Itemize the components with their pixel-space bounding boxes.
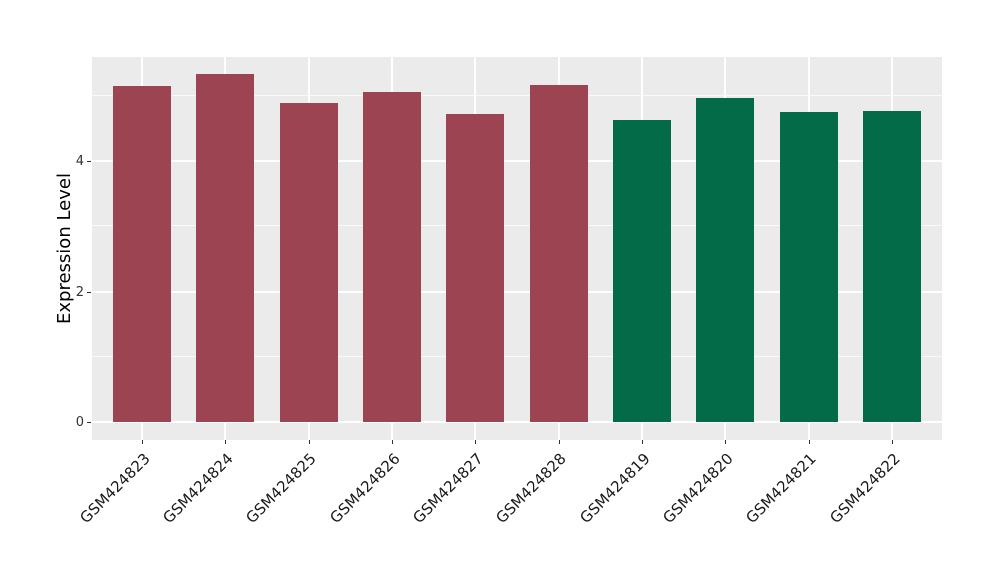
- x-tick-mark: [725, 440, 727, 444]
- x-tick-mark: [808, 440, 810, 444]
- x-tick-label-GSM424820: GSM424820: [659, 449, 737, 527]
- y-tick-label: 4: [75, 154, 84, 169]
- bar-GSM424822: [862, 110, 922, 422]
- gridline-major: [92, 290, 942, 293]
- bar-GSM424824: [196, 74, 255, 422]
- y-axis-title: Expression Level: [52, 57, 76, 440]
- y-tick-label: 2: [75, 284, 84, 300]
- bar-GSM424828: [529, 85, 588, 422]
- y-tick-mark: [87, 422, 91, 423]
- x-tick-label-GSM424821: GSM424821: [742, 449, 821, 527]
- x-tick-mark: [558, 440, 560, 444]
- x-tick-label-GSM424824: GSM424824: [159, 449, 237, 527]
- gridline-minor: [92, 355, 942, 357]
- bar-GSM424820: [696, 98, 755, 422]
- bar-GSM424827: [446, 114, 505, 422]
- x-tick-label-GSM424825: GSM424825: [242, 449, 321, 527]
- x-tick-label-GSM424823: GSM424823: [76, 449, 154, 527]
- x-tick-mark: [142, 440, 143, 444]
- x-tick-label-GSM424828: GSM424828: [492, 449, 571, 527]
- x-tick-mark: [475, 440, 477, 444]
- x-tick-mark: [392, 440, 393, 444]
- bar-GSM424819: [612, 119, 672, 422]
- gridline-major: [92, 160, 942, 162]
- bar-GSM424826: [362, 91, 422, 422]
- bar-GSM424821: [779, 112, 838, 422]
- gridline-minor: [92, 94, 942, 96]
- x-tick-label-GSM424826: GSM424826: [326, 449, 404, 527]
- x-tick-label-GSM424819: GSM424819: [576, 449, 654, 527]
- x-tick-label-GSM424822: GSM424822: [826, 449, 904, 527]
- gridline-minor: [92, 225, 942, 227]
- x-tick-mark: [892, 440, 893, 444]
- x-tick-mark: [225, 440, 227, 444]
- bar-GSM424825: [279, 102, 338, 422]
- x-tick-label-GSM424827: GSM424827: [409, 449, 487, 527]
- y-axis-title-text: Expression Level: [53, 173, 75, 324]
- x-tick-mark: [642, 440, 643, 444]
- y-tick-mark: [87, 291, 91, 293]
- x-tick-mark: [308, 440, 310, 444]
- y-tick-label: 0: [75, 415, 84, 430]
- y-tick-mark: [87, 161, 91, 162]
- gridline-major: [92, 421, 942, 423]
- plot-panel: [92, 57, 942, 440]
- bar-GSM424823: [112, 85, 172, 422]
